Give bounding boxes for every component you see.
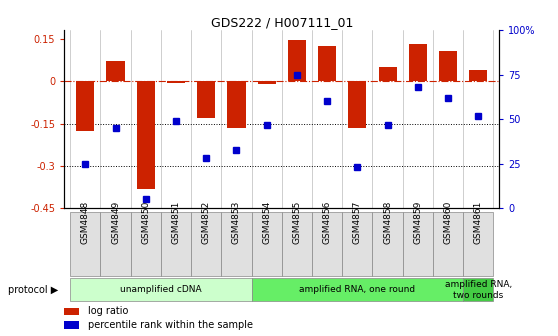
Bar xyxy=(64,321,79,329)
Bar xyxy=(378,67,397,81)
Bar xyxy=(64,308,79,315)
Bar xyxy=(70,279,252,301)
Text: GSM4858: GSM4858 xyxy=(383,200,392,244)
Bar xyxy=(463,279,493,301)
Text: log ratio: log ratio xyxy=(88,306,128,317)
Bar xyxy=(312,212,342,276)
Text: GSM4848: GSM4848 xyxy=(81,200,90,244)
Bar xyxy=(131,212,161,276)
Title: GDS222 / H007111_01: GDS222 / H007111_01 xyxy=(210,16,353,29)
Bar xyxy=(228,81,246,128)
Bar xyxy=(161,212,191,276)
Bar xyxy=(137,81,155,188)
Text: percentile rank within the sample: percentile rank within the sample xyxy=(88,320,253,330)
Text: GSM4851: GSM4851 xyxy=(171,200,180,244)
Bar xyxy=(197,81,215,118)
Text: GSM4854: GSM4854 xyxy=(262,200,271,244)
Bar xyxy=(439,51,457,81)
Bar xyxy=(107,61,124,81)
Text: GSM4856: GSM4856 xyxy=(323,200,331,244)
Bar xyxy=(469,70,487,81)
Text: GSM4857: GSM4857 xyxy=(353,200,362,244)
Text: GSM4849: GSM4849 xyxy=(111,200,120,244)
Bar xyxy=(252,212,282,276)
Text: GSM4850: GSM4850 xyxy=(141,200,150,244)
Bar xyxy=(288,40,306,81)
Text: unamplified cDNA: unamplified cDNA xyxy=(120,285,201,294)
Bar xyxy=(282,212,312,276)
Bar xyxy=(318,46,336,81)
Text: amplified RNA, one round: amplified RNA, one round xyxy=(299,285,415,294)
Text: amplified RNA,
two rounds: amplified RNA, two rounds xyxy=(445,280,512,299)
Bar xyxy=(373,212,403,276)
Bar xyxy=(408,44,427,81)
Text: GSM4855: GSM4855 xyxy=(292,200,301,244)
Bar xyxy=(222,212,252,276)
Bar xyxy=(433,212,463,276)
Text: GSM4859: GSM4859 xyxy=(413,200,422,244)
Bar xyxy=(191,212,222,276)
Text: GSM4853: GSM4853 xyxy=(232,200,241,244)
Bar xyxy=(348,81,367,128)
Text: GSM4861: GSM4861 xyxy=(474,200,483,244)
Text: GSM4852: GSM4852 xyxy=(202,200,211,244)
Text: GSM4860: GSM4860 xyxy=(444,200,453,244)
Bar xyxy=(70,212,100,276)
Bar xyxy=(258,81,276,84)
Bar xyxy=(463,212,493,276)
Bar xyxy=(167,81,185,83)
Text: protocol ▶: protocol ▶ xyxy=(8,285,59,295)
Bar xyxy=(403,212,433,276)
Bar xyxy=(342,212,373,276)
Bar xyxy=(100,212,131,276)
Bar xyxy=(252,279,463,301)
Bar xyxy=(76,81,94,131)
